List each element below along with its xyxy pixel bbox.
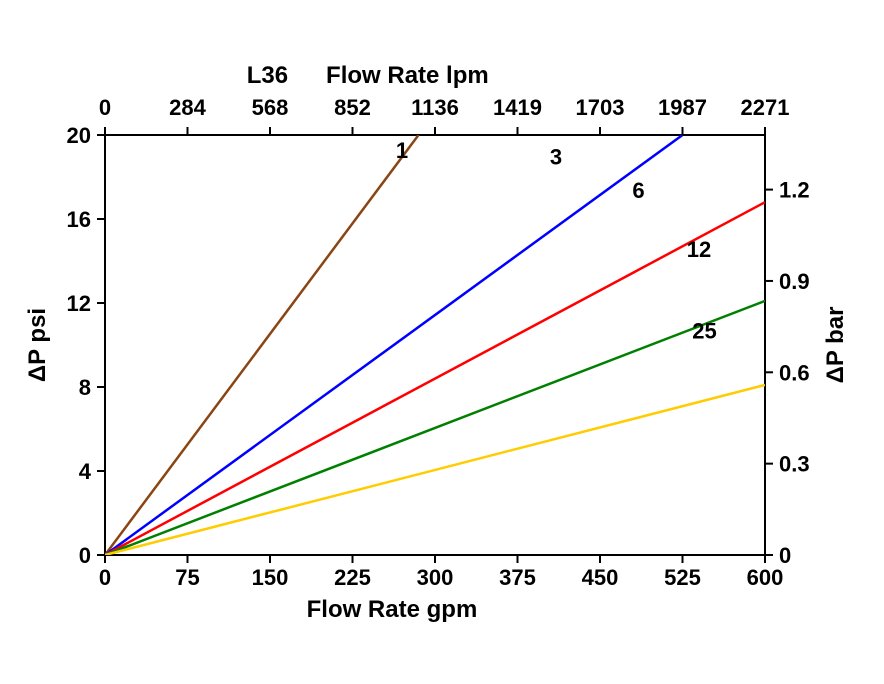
y-left-tick-label: 20	[67, 123, 91, 148]
x-top-tick-label: 2271	[741, 95, 790, 120]
series-line-1	[105, 135, 419, 555]
x-bottom-tick-label: 225	[334, 565, 371, 590]
x-top-tick-label: 1136	[411, 95, 459, 120]
y-right-title: ΔP bar	[822, 307, 849, 384]
x-bottom-tick-label: 0	[99, 565, 111, 590]
y-left-tick-label: 0	[79, 543, 91, 568]
x-top-tick-label: 852	[334, 95, 371, 120]
y-left-tick-label: 4	[79, 459, 92, 484]
x-top-tick-label: 284	[169, 95, 206, 120]
x-bottom-tick-label: 150	[252, 565, 289, 590]
y-right-tick-label: 0.6	[779, 360, 810, 385]
y-right-tick-label: 0	[779, 543, 791, 568]
series-line-3	[105, 135, 683, 555]
y-right-tick-label: 0.9	[779, 269, 810, 294]
x-bottom-tick-label: 75	[175, 565, 199, 590]
x-top-tick-label: 1987	[658, 95, 707, 120]
x-bottom-tick-label: 525	[664, 565, 701, 590]
y-left-tick-label: 16	[67, 207, 91, 232]
x-top-title: Flow Rate lpm	[326, 62, 489, 89]
x-top-tick-label: 568	[252, 95, 289, 120]
plot-border	[105, 135, 765, 555]
y-right-tick-label: 0.3	[779, 452, 810, 477]
chart-title-prefix: L36	[247, 62, 288, 89]
series-line-12	[105, 301, 765, 555]
x-bottom-tick-label: 300	[417, 565, 454, 590]
series-line-6	[105, 202, 765, 555]
y-left-tick-label: 8	[79, 375, 91, 400]
series-label-12: 12	[687, 237, 711, 262]
series-label-25: 25	[692, 319, 716, 344]
x-top-tick-label: 1703	[576, 95, 625, 120]
series-label-6: 6	[632, 178, 644, 203]
x-bottom-tick-label: 375	[499, 565, 536, 590]
series-label-3: 3	[550, 144, 562, 169]
y-left-tick-label: 12	[67, 291, 91, 316]
series-label-1: 1	[396, 138, 408, 163]
series-line-25	[105, 385, 765, 555]
x-bottom-title: Flow Rate gpm	[307, 596, 478, 623]
x-bottom-tick-label: 450	[582, 565, 619, 590]
pressure-flow-chart: 075150225300375450525600Flow Rate gpm028…	[0, 0, 884, 684]
y-right-tick-label: 1.2	[779, 178, 810, 203]
x-top-tick-label: 1419	[493, 95, 542, 120]
x-bottom-tick-label: 600	[747, 565, 784, 590]
y-left-title: ΔP psi	[24, 308, 51, 382]
x-top-tick-label: 0	[99, 95, 111, 120]
